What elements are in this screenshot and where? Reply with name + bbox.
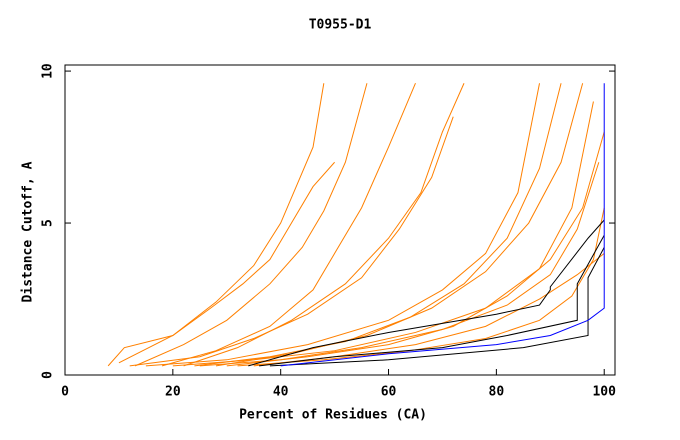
data-line: [199, 162, 600, 367]
chart-title: T0955-D1: [309, 18, 372, 33]
data-line: [194, 83, 562, 367]
y-tick-label: 10: [41, 63, 56, 79]
x-tick-label: 60: [381, 385, 397, 400]
x-tick-label: 80: [489, 385, 505, 400]
x-tick-label: 0: [61, 385, 69, 400]
data-line: [118, 83, 325, 364]
data-line: [226, 131, 605, 367]
x-axis-label: Percent of Residues (CA): [239, 408, 427, 423]
data-line: [161, 83, 416, 367]
data-line: [237, 207, 605, 367]
x-tick-label: 100: [592, 385, 616, 400]
data-line: [215, 83, 584, 367]
plot-frame: [64, 64, 616, 376]
data-line: [269, 247, 605, 367]
x-tick-label: 40: [273, 385, 289, 400]
x-tick-label: 20: [165, 385, 181, 400]
y-axis-label: Distance Cutoff, A: [21, 161, 36, 302]
data-line: [280, 83, 605, 367]
data-line: [145, 83, 541, 367]
data-line: [259, 234, 605, 367]
data-line: [183, 83, 465, 367]
data-line: [107, 161, 335, 367]
y-tick-label: 0: [41, 371, 56, 379]
plot-area: [107, 83, 605, 367]
y-tick-label: 5: [41, 219, 56, 227]
data-line: [172, 101, 594, 367]
data-line: [248, 219, 605, 367]
data-line: [134, 83, 368, 367]
data-line: [129, 116, 454, 367]
